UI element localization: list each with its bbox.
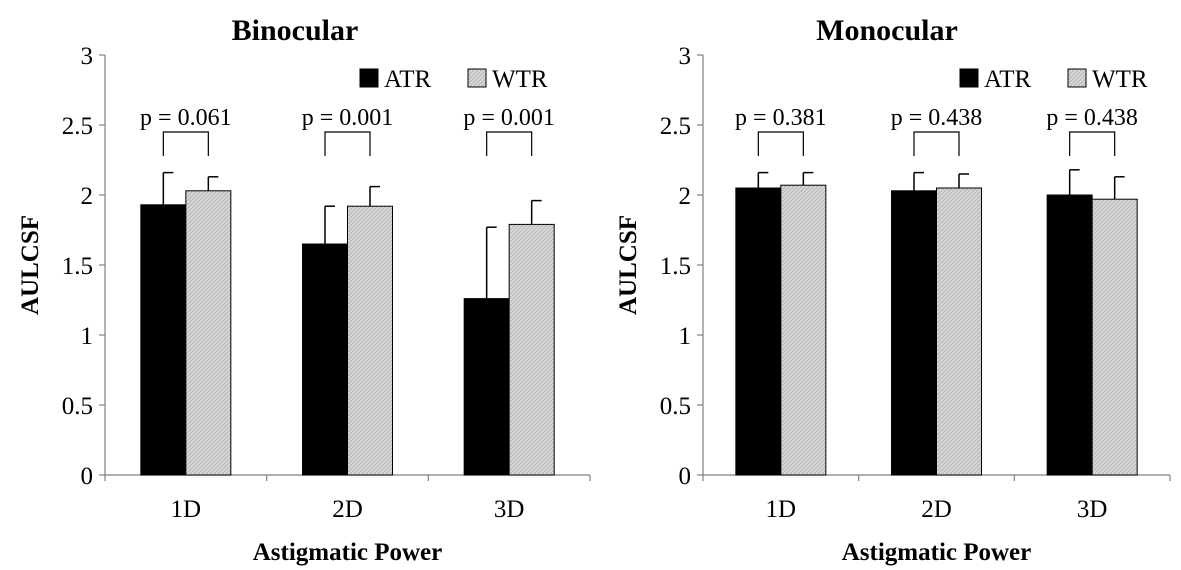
x-axis-label: Astigmatic Power: [842, 539, 1032, 566]
p-value-label: p = 0.001: [302, 105, 394, 131]
y-tick-label: 2.5: [660, 113, 691, 140]
bar-wtr-3d: [508, 223, 555, 476]
y-tick-label: 0.5: [660, 393, 691, 420]
bar-atr-3d: [1046, 194, 1093, 476]
p-value-label: p = 0.381: [735, 105, 827, 131]
y-tick-label: 1.5: [62, 253, 93, 280]
chart-title: Monocular: [816, 14, 958, 47]
legend: ATR WTR: [959, 66, 1148, 93]
x-tick-label: 1D: [766, 496, 797, 523]
legend-label-atr: ATR: [384, 66, 432, 93]
p-value-label: p = 0.438: [1046, 105, 1138, 131]
y-tick-label: 1.5: [660, 253, 691, 280]
legend: ATR WTR: [359, 66, 548, 93]
significance-bracket: [913, 131, 960, 156]
significance-bracket: [1069, 131, 1116, 156]
y-tick-label: 3: [81, 43, 94, 70]
legend-label-wtr: WTR: [492, 66, 548, 93]
significance-bracket: [162, 131, 209, 156]
legend-swatch-atr: [359, 68, 379, 88]
x-tick-label: 2D: [332, 496, 363, 523]
x-tick-label: 1D: [171, 496, 202, 523]
bar-wtr-1d: [780, 184, 827, 476]
chart-panel-1: Binocular 0 0.5 1 1.5 2 2.5 3 AULCSF Astigmatic P…: [17, 14, 591, 566]
bar-atr-2d: [891, 190, 937, 476]
y-axis-label: AULCSF: [615, 215, 642, 315]
y-tick-label: 2.5: [62, 113, 93, 140]
legend-swatch-wtr: [1067, 68, 1087, 88]
bar-atr-1d: [735, 187, 782, 476]
y-tick-label: 0: [81, 463, 94, 490]
chart-title: Binocular: [232, 14, 359, 47]
p-value-label: p = 0.438: [891, 105, 983, 131]
x-tick-label: 3D: [1077, 496, 1108, 523]
legend-label-wtr: WTR: [1092, 66, 1148, 93]
y-tick-label: 1: [81, 323, 94, 350]
legend-swatch-atr: [959, 68, 979, 88]
legend-swatch-wtr: [467, 68, 487, 88]
y-tick-label: 2: [679, 183, 692, 210]
significance-bracket: [324, 131, 371, 156]
bar-atr-2d: [302, 243, 348, 476]
p-value-label: p = 0.061: [140, 105, 232, 131]
bar-wtr-2d: [936, 187, 982, 476]
bar-atr-1d: [140, 204, 187, 476]
y-axis-label: AULCSF: [17, 215, 44, 315]
x-axis-label: Astigmatic Power: [253, 539, 443, 566]
p-value-label: p = 0.001: [463, 105, 555, 131]
bar-wtr-2d: [347, 205, 393, 476]
bar-atr-3d: [463, 298, 510, 476]
legend-label-atr: ATR: [984, 66, 1032, 93]
significance-bracket: [757, 131, 804, 156]
significance-bracket: [486, 131, 533, 156]
chart-panel-2: Monocular 0 0.5 1 1.5 2 2.5 3 AULCSF Astigmatic P…: [615, 14, 1171, 566]
x-tick-label: 3D: [494, 496, 525, 523]
x-tick-label: 2D: [921, 496, 952, 523]
y-tick-label: 3: [679, 43, 692, 70]
bar-wtr-1d: [185, 190, 232, 476]
y-tick-label: 0.5: [62, 393, 93, 420]
y-tick-label: 0: [679, 463, 692, 490]
y-tick-label: 1: [679, 323, 692, 350]
y-tick-label: 2: [81, 183, 94, 210]
bar-wtr-3d: [1091, 198, 1138, 476]
